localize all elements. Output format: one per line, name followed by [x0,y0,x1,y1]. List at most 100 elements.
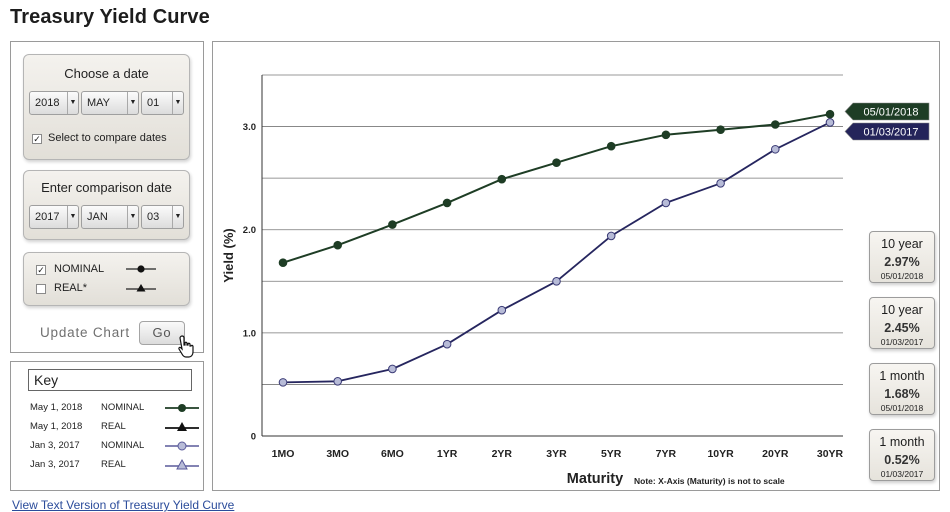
data-point [552,158,561,167]
data-point [442,198,452,208]
x-tick-label: 3MO [326,448,349,460]
y-tick-label: 1.0 [243,328,256,339]
compare-dates-label: Select to compare dates [48,132,167,144]
data-point [552,276,561,286]
nominal-line-icon [126,265,156,273]
data-point [333,240,342,250]
day-select[interactable]: 01 ▼ [141,91,184,115]
comparison-month-value: JAN [87,211,108,223]
data-point [333,377,342,386]
comparison-month-select[interactable]: JAN ▼ [81,205,139,229]
comparison-year-select[interactable]: 2017 ▼ [29,205,79,229]
chevron-down-icon: ▼ [172,206,183,228]
key-title: Key [28,369,192,391]
key-panel: Key May 1, 2018 NOMINAL May 1, 2018 REAL… [10,361,204,491]
data-point [716,179,725,188]
x-tick-label: 5YR [601,448,622,460]
summary-date: 05/01/2018 [880,403,924,413]
x-tick-label: 20YR [762,448,789,460]
key-row: Jan 3, 2017 REAL [11,458,205,473]
summary-value: 1.68% [884,387,920,401]
go-button[interactable]: Go [139,321,185,345]
real-checkbox[interactable] [36,284,46,294]
y-tick-label: 0 [251,432,256,443]
update-chart-label: Update Chart [40,325,130,340]
text-version-link[interactable]: View Text Version of Treasury Yield Curv… [12,498,235,512]
data-point [278,378,288,387]
key-row-date: Jan 3, 2017 [30,440,80,451]
summary-term: 10 year [881,303,923,317]
comparison-year-value: 2017 [35,211,60,223]
data-point [388,364,397,374]
choose-date-label: Choose a date [64,66,149,81]
x-axis-title: Maturity [567,471,623,487]
key-row-type: REAL [101,421,126,432]
data-point [716,125,725,134]
summary-term: 1 month [879,369,925,383]
summary-value: 2.45% [884,321,920,335]
y-tick-label: 3.0 [243,122,256,133]
data-point [825,118,835,127]
controls-panel: Choose a date 2018 ▼ MAY ▼ 01 ▼ ✓ Select… [10,41,204,353]
x-axis-note: Note: X-Axis (Maturity) is not to scale [634,476,785,486]
comparison-date-label: Enter comparison date [41,180,172,195]
compare-dates-checkbox[interactable]: ✓ [32,134,42,144]
series-end-label: 05/01/2018 [863,107,918,119]
data-point [388,220,397,229]
summary-value: 2.97% [884,255,920,269]
chevron-down-icon: ▼ [127,206,138,228]
key-marker-triangle-icon [165,458,199,470]
key-row-type: NOMINAL [101,402,145,413]
summary-date: 01/03/2017 [880,469,924,479]
data-point [606,231,616,241]
x-tick-label: 6MO [381,448,404,460]
series-toggle-box: ✓ NOMINAL REAL* [23,252,190,306]
yield-summary-box: 10 year 2.97% 05/01/2018 [869,231,935,283]
data-point [825,109,835,119]
key-row-type: REAL [101,459,126,470]
x-tick-label: 2YR [492,448,513,460]
x-tick-label: 1YR [437,448,458,460]
nominal-label: NOMINAL [54,263,105,275]
x-tick-label: 30YR [817,448,844,460]
series-line [282,113,831,264]
data-point [771,144,780,154]
yield-summary-box: 1 month 0.52% 01/03/2017 [869,429,935,481]
year-select[interactable]: 2018 ▼ [29,91,79,115]
year-select-value: 2018 [35,97,60,109]
key-row: May 1, 2018 NOMINAL [11,402,205,416]
month-select[interactable]: MAY ▼ [81,91,139,115]
summary-date: 01/03/2017 [880,337,924,347]
month-select-value: MAY [87,97,111,109]
summary-term: 10 year [881,237,923,251]
nominal-checkbox[interactable]: ✓ [36,265,46,275]
data-point [661,198,671,208]
data-point [771,120,780,129]
x-tick-label: 10YR [707,448,734,460]
data-point [278,258,288,268]
choose-date-box: Choose a date 2018 ▼ MAY ▼ 01 ▼ ✓ Select… [23,54,190,160]
comparison-day-select[interactable]: 03 ▼ [141,205,184,229]
chevron-down-icon: ▼ [172,92,183,114]
summary-term: 1 month [879,435,925,449]
data-point [606,141,616,151]
comparison-date-box: Enter comparison date 2017 ▼ JAN ▼ 03 ▼ [23,170,190,240]
real-label: REAL* [54,282,88,294]
day-select-value: 01 [147,97,160,109]
series-end-tag [844,102,930,121]
summary-value: 0.52% [884,453,920,467]
series-end-label: 01/03/2017 [863,127,918,139]
series-end-tag [844,122,930,141]
yield-summary-box: 10 year 2.45% 01/03/2017 [869,297,935,349]
key-row-type: NOMINAL [101,440,145,451]
yield-curve-chart: 0 1.0 2.0 3.0 1MO 3MO 6MO 1YR 2YR 3YR 5YR 7YR 10YR 20… [221,74,930,487]
key-row: Jan 3, 2017 NOMINAL [11,440,205,454]
chevron-down-icon: ▼ [67,206,78,228]
summary-date: 05/01/2018 [880,271,924,281]
yield-summary-box: 1 month 1.68% 05/01/2018 [869,363,935,415]
data-point [497,305,507,315]
y-tick-label: 2.0 [243,225,256,236]
key-marker-triangle-icon [165,422,199,431]
page-title: Treasury Yield Curve [10,6,210,28]
y-axis-title: Yield (%) [221,228,236,282]
